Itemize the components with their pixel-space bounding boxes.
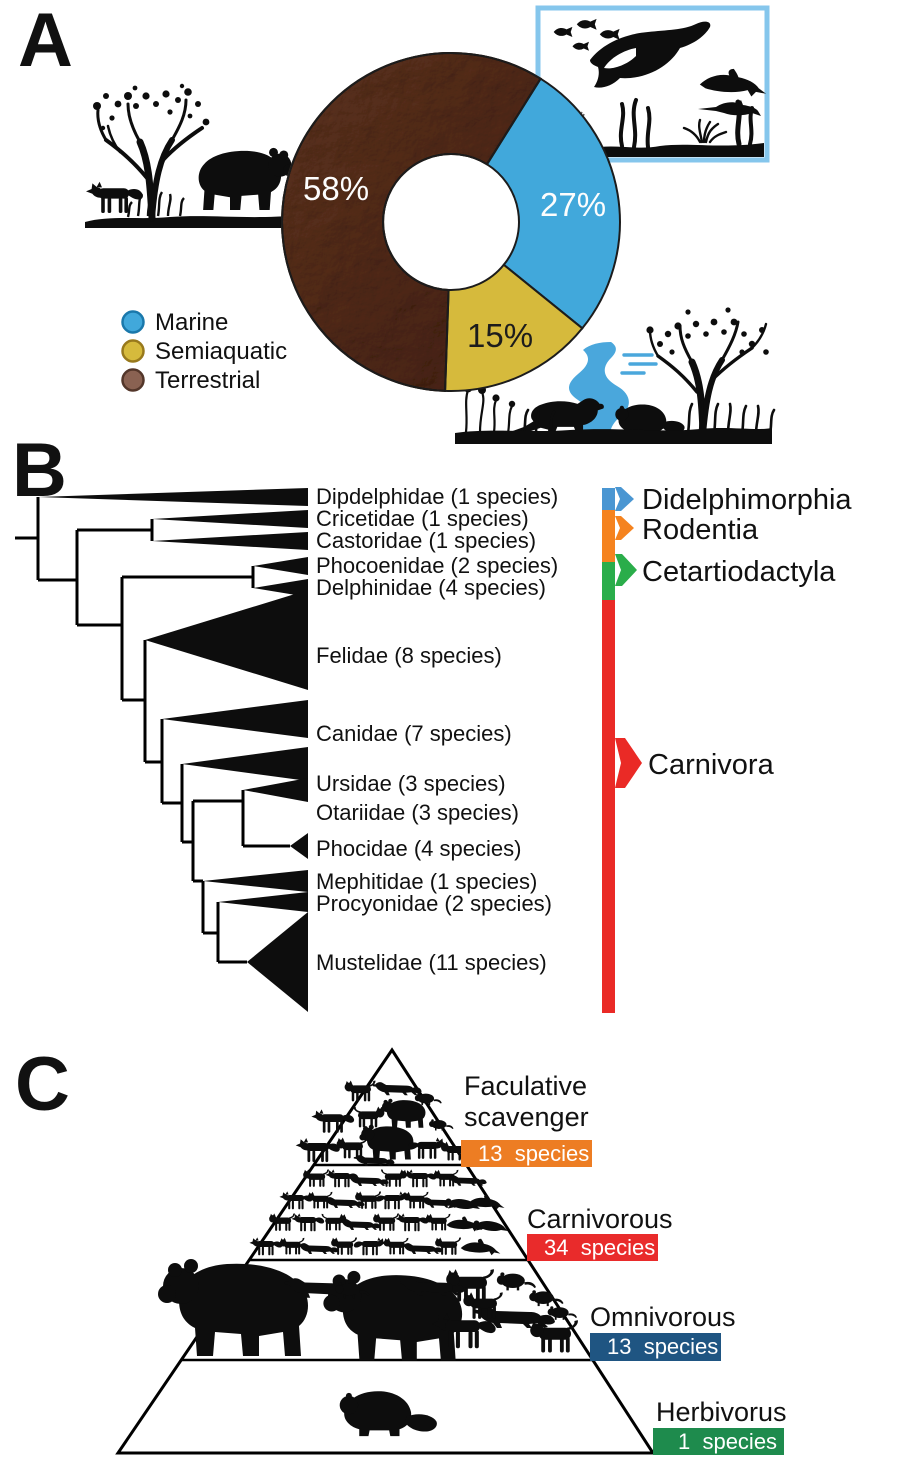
semiaquatic-ground	[455, 428, 772, 444]
cladogram-branches	[15, 497, 290, 964]
tree-foliage	[93, 83, 210, 131]
order-label: Didelphimorphia	[642, 484, 852, 516]
family-label: Dipdelphidae (1 species)	[316, 484, 558, 509]
donut-chart	[281, 52, 621, 392]
badge-herbivorus	[653, 1428, 784, 1455]
slice-semiaquatic	[444, 263, 584, 392]
panel-b: B Dipdelphidae (1 species) Cricetidae (1…	[12, 428, 852, 1013]
order-arrow-icon	[615, 487, 634, 511]
badge-carnivorous	[527, 1234, 658, 1261]
family-label: Castoridae (1 species)	[316, 528, 536, 553]
legend-swatch-terrestrial	[121, 368, 145, 392]
panel-a-letter: A	[18, 0, 73, 83]
tier-label-carnivorous: Carnivorous	[527, 1204, 673, 1234]
legend-swatch-semiaquatic	[121, 339, 145, 363]
family-label: Cricetidae (1 species)	[316, 506, 529, 531]
order-bar	[602, 487, 642, 1013]
family-label: Procyonidae (2 species)	[316, 891, 552, 916]
badge-omnivorous-count: 13 species	[607, 1334, 718, 1359]
order-bar-didelphimorphia	[602, 488, 615, 510]
family-label: Canidae (7 species)	[316, 721, 512, 746]
tier-label-scavenger-line2: scavenger	[464, 1102, 589, 1132]
badge-carnivorous-count: 34 species	[544, 1235, 655, 1260]
leafy-tree-foliage	[646, 307, 769, 355]
badge-herbivorus-count: 1 species	[678, 1429, 777, 1454]
terrestrial-scene-illustration	[85, 83, 300, 228]
tier-label-scavenger-line1: Faculative	[464, 1071, 587, 1101]
panel-c-letter: C	[15, 1042, 70, 1127]
semiaquatic-pct-label: 15%	[467, 317, 533, 354]
slice-terrestrial-outline	[281, 52, 542, 392]
panel-a: A	[18, 0, 776, 444]
badge-scavenger	[461, 1140, 592, 1167]
legend-label-marine: Marine	[155, 309, 228, 336]
legend-swatch-marine	[121, 310, 145, 334]
leafy-tree-icon	[648, 320, 768, 438]
order-bar-rodentia	[602, 510, 615, 562]
pie-legend: Marine Semiaquatic Terrestrial	[121, 309, 287, 394]
flowers-icon	[464, 388, 514, 435]
legend-label-semiaquatic: Semiaquatic	[155, 338, 287, 365]
order-arrow-icon	[615, 554, 637, 586]
tier-label-omnivorous: Omnivorous	[590, 1302, 736, 1332]
terrestrial-pct-label: 58%	[303, 170, 369, 207]
order-bar-cetartiodactyla	[602, 562, 615, 600]
order-bar-carnivora	[602, 600, 615, 1013]
seaweed-icon	[618, 98, 754, 149]
tier-label-herbivorus: Herbivorus	[656, 1397, 787, 1427]
order-label: Rodentia	[642, 514, 759, 546]
family-label: Mustelidae (11 species)	[316, 950, 547, 975]
family-label: Felidae (8 species)	[316, 643, 502, 668]
order-labels: Didelphimorphia Rodentia Cetartiodactyla…	[642, 484, 852, 781]
bare-tree-icon	[96, 98, 204, 222]
family-label: Phocoenidae (2 species)	[316, 553, 558, 578]
river	[569, 342, 629, 443]
order-label: Cetartiodactyla	[642, 556, 836, 588]
family-label: Otariidae (3 species)	[316, 800, 519, 825]
badge-omnivorous	[590, 1333, 721, 1361]
family-labels: Dipdelphidae (1 species) Cricetidae (1 s…	[316, 484, 558, 975]
terrestrial-ground	[85, 215, 300, 228]
family-label: Phocidae (4 species)	[316, 836, 521, 861]
cladogram-clade-triangles	[38, 488, 308, 1012]
slice-marine	[485, 77, 621, 330]
fox-silhouette	[86, 181, 143, 213]
grass-tuft	[126, 191, 185, 218]
order-arrow-icon	[615, 738, 642, 788]
order-arrow-icon	[615, 516, 634, 540]
badge-scavenger-count: 13 species	[478, 1141, 589, 1166]
marine-pct-label: 27%	[540, 186, 606, 223]
bear-silhouette	[198, 147, 295, 210]
family-label: Ursidae (3 species)	[316, 771, 506, 796]
anemone-icon	[682, 118, 728, 144]
family-label: Mephitidae (1 species)	[316, 869, 537, 894]
tier-labels-and-badges: Faculative scavenger 13 species Carnivor…	[461, 1071, 787, 1455]
river-flow-lines	[620, 353, 658, 375]
panel-c: C Faculative scavenger 13 species Carniv…	[15, 1042, 787, 1455]
legend-label-terrestrial: Terrestrial	[155, 367, 260, 394]
family-label: Delphinidae (4 species)	[316, 575, 546, 600]
order-label: Carnivora	[648, 749, 775, 781]
